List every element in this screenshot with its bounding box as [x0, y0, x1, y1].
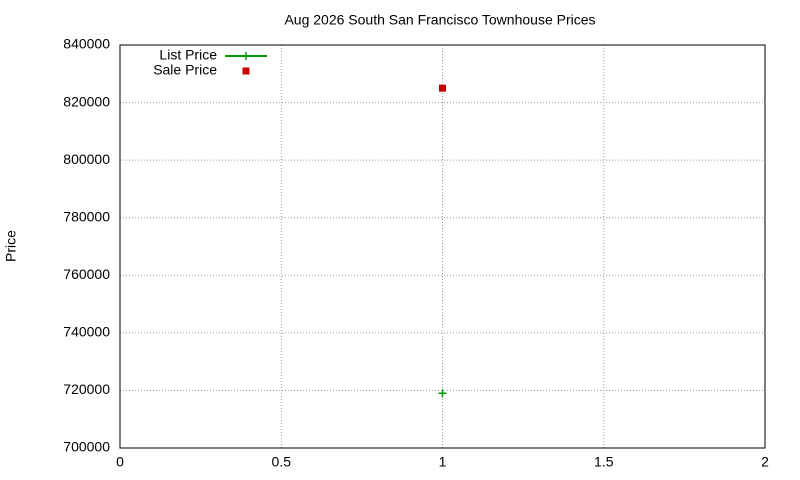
y-tick-label: 840000 [63, 36, 110, 52]
y-tick-label: 800000 [63, 151, 110, 167]
point [438, 389, 447, 398]
chart-title: Aug 2026 South San Francisco Townhouse P… [284, 12, 595, 28]
point [439, 84, 446, 92]
legend-marker [242, 52, 250, 60]
x-tick-label: 0 [116, 454, 124, 470]
plot-border [119, 44, 766, 449]
x-tick-label: 1 [439, 454, 447, 470]
y-tick-label: 700000 [63, 439, 110, 455]
x-tick-label: 0.5 [272, 454, 292, 470]
x-tick-label: 2 [761, 454, 769, 470]
y-tick-label: 720000 [63, 381, 110, 397]
legend-marker [242, 67, 250, 75]
legend-label: List Price [159, 47, 217, 63]
y-tick-label: 820000 [63, 93, 110, 109]
x-tick-label: 1.5 [594, 454, 614, 470]
y-tick-label: 780000 [63, 208, 110, 224]
y-tick-label: 760000 [63, 266, 110, 282]
y-tick-label: 740000 [63, 324, 110, 340]
legend-label: Sale Price [153, 62, 217, 78]
y-axis-label: Price [3, 230, 19, 262]
